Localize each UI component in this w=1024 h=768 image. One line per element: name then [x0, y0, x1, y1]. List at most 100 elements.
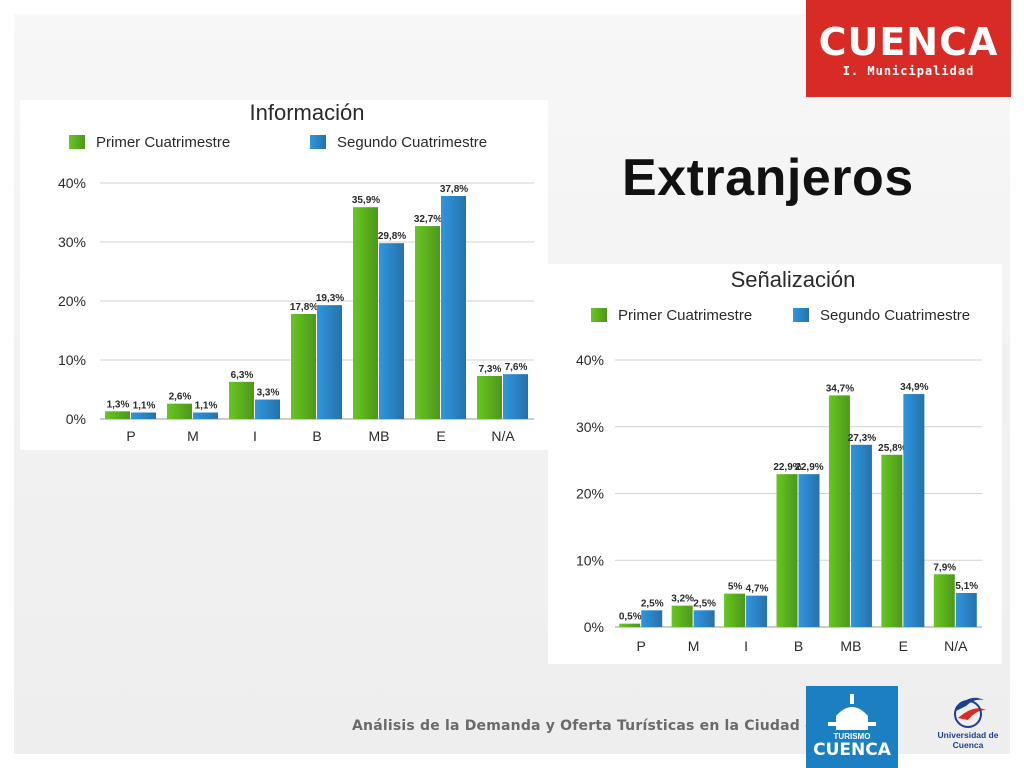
informacion-legend-label-1: Primer Cuatrimestre	[96, 134, 230, 151]
senalizacion-legend-swatch-2	[793, 308, 809, 322]
informacion-data-label: 2,6%	[169, 392, 192, 403]
informacion-legend-label-2: Segundo Cuatrimestre	[337, 134, 487, 151]
senalizacion-data-label: 2,5%	[641, 598, 664, 609]
informacion-bar-s1-e	[415, 226, 440, 419]
cuenca-logo-word: CUENCA	[818, 20, 999, 64]
informacion-legend-swatch-1	[69, 135, 85, 149]
senalizacion-data-label: 5%	[728, 582, 743, 593]
senalizacion-x-tick-label: MB	[840, 638, 861, 654]
informacion-chart: Información Primer Cuatrimestre Segundo Cu…	[58, 100, 534, 444]
informacion-bar-s2-b	[317, 305, 342, 419]
turismo-logo-big-text: CUENCA	[813, 740, 891, 760]
informacion-data-label: 1,3%	[107, 399, 130, 410]
senalizacion-legend-label-2: Segundo Cuatrimestre	[820, 307, 970, 324]
senalizacion-bar-s1-b	[776, 474, 798, 627]
senalizacion-y-tick-label: 20%	[576, 486, 604, 502]
informacion-y-tick-label: 0%	[66, 411, 86, 427]
informacion-data-label: 1,1%	[195, 401, 218, 412]
senalizacion-x-tick-label: P	[637, 638, 646, 654]
informacion-bar-s1-b	[291, 313, 316, 419]
senalizacion-y-tick-label: 40%	[576, 352, 604, 368]
senalizacion-chart-card: Señalización Primer Cuatrimestre Segundo C…	[548, 264, 1002, 664]
senalizacion-data-label: 27,3%	[848, 433, 876, 444]
informacion-bar-s2-p	[131, 412, 156, 419]
turismo-logo-small-text: TURISMO	[833, 732, 871, 741]
informacion-chart-title: Información	[250, 100, 365, 125]
senalizacion-x-tick-label: M	[688, 638, 700, 654]
informacion-chart-card: Información Primer Cuatrimestre Segundo Cu…	[20, 100, 548, 450]
informacion-data-label: 35,9%	[352, 195, 380, 206]
informacion-y-tick-label: 40%	[58, 175, 86, 191]
church-dome-icon	[828, 694, 876, 730]
senalizacion-data-label: 3,2%	[671, 594, 694, 605]
senalizacion-y-tick-label: 10%	[576, 552, 604, 568]
informacion-legend-swatch-2	[310, 135, 326, 149]
informacion-bar-s1-mb	[353, 207, 378, 419]
informacion-x-tick-label: P	[126, 428, 135, 444]
senalizacion-legend-swatch-1	[591, 308, 607, 322]
informacion-x-tick-label: M	[187, 428, 199, 444]
informacion-data-label: 19,3%	[316, 293, 344, 304]
informacion-x-tick-label: E	[436, 428, 445, 444]
senalizacion-bar-s2-i	[746, 595, 768, 627]
senalizacion-x-tick-label: I	[744, 638, 748, 654]
turismo-cuenca-logo: TURISMO CUENCA	[806, 686, 898, 768]
senalizacion-legend-label-1: Primer Cuatrimestre	[618, 307, 752, 324]
senalizacion-bar-s1-e	[881, 454, 903, 627]
cuenca-logo-subtitle: I. Municipalidad	[842, 64, 975, 78]
university-emblem-icon	[954, 697, 986, 728]
informacion-bar-s1-p	[105, 411, 130, 419]
senalizacion-data-label: 2,5%	[693, 598, 716, 609]
senalizacion-data-label: 22,9%	[773, 462, 801, 473]
senalizacion-bar-s1-i	[724, 593, 746, 627]
senalizacion-data-label: 0,5%	[619, 612, 642, 623]
informacion-data-label: 17,8%	[290, 302, 318, 313]
informacion-bar-s2-mb	[379, 243, 404, 419]
senalizacion-data-label: 25,8%	[878, 443, 906, 454]
senalizacion-bar-s1-mb	[828, 395, 850, 627]
senalizacion-data-label: 34,7%	[826, 383, 854, 394]
informacion-x-tick-label: MB	[369, 428, 390, 444]
informacion-bar-s1-na	[477, 375, 502, 419]
senalizacion-bar-s2-e	[903, 394, 925, 627]
informacion-data-label: 32,7%	[414, 214, 442, 225]
universidad-de-cuenca-logo: Universidad de Cuenca	[924, 690, 1012, 750]
senalizacion-bar-s2-b	[798, 474, 820, 627]
informacion-data-label: 37,8%	[440, 184, 468, 195]
senalizacion-bar-s2-mb	[850, 444, 872, 627]
senalizacion-bar-s2-m	[693, 610, 715, 627]
informacion-data-label: 3,3%	[257, 388, 280, 399]
senalizacion-data-label: 7,9%	[933, 562, 956, 573]
footer-caption: Análisis de la Demanda y Oferta Turístic…	[352, 718, 889, 734]
slide-title: Extranjeros	[622, 149, 914, 207]
senalizacion-chart: Señalización Primer Cuatrimestre Segundo C…	[576, 267, 982, 654]
informacion-data-label: 1,1%	[133, 401, 156, 412]
informacion-x-tick-label: I	[253, 428, 257, 444]
senalizacion-bar-s1-p	[619, 623, 641, 627]
informacion-x-tick-label: N/A	[491, 428, 515, 444]
informacion-y-tick-label: 30%	[58, 234, 86, 250]
informacion-bar-s2-i	[255, 399, 280, 419]
cuenca-municipality-logo: CUENCA I. Municipalidad	[806, 0, 1011, 97]
senalizacion-bar-s2-na	[955, 592, 977, 627]
informacion-y-tick-label: 20%	[58, 293, 86, 309]
senalizacion-data-label: 34,9%	[900, 382, 928, 393]
senalizacion-y-tick-label: 30%	[576, 419, 604, 435]
informacion-bar-s1-i	[229, 381, 254, 419]
informacion-data-label: 7,3%	[479, 364, 502, 375]
informacion-x-tick-label: B	[312, 428, 321, 444]
senalizacion-data-label: 22,9%	[795, 462, 823, 473]
informacion-bar-s2-na	[503, 374, 528, 419]
informacion-y-tick-label: 10%	[58, 352, 86, 368]
university-name: Universidad de Cuenca	[937, 730, 999, 750]
senalizacion-chart-title: Señalización	[731, 267, 856, 292]
informacion-data-label: 29,8%	[378, 231, 406, 242]
informacion-data-label: 7,6%	[505, 362, 528, 373]
informacion-data-label: 6,3%	[231, 370, 254, 381]
senalizacion-data-label: 5,1%	[955, 581, 978, 592]
senalizacion-bar-s1-na	[933, 574, 955, 627]
informacion-bar-s1-m	[167, 403, 192, 419]
senalizacion-x-tick-label: B	[794, 638, 803, 654]
informacion-bar-s2-m	[193, 412, 218, 419]
informacion-bar-s2-e	[441, 195, 466, 419]
